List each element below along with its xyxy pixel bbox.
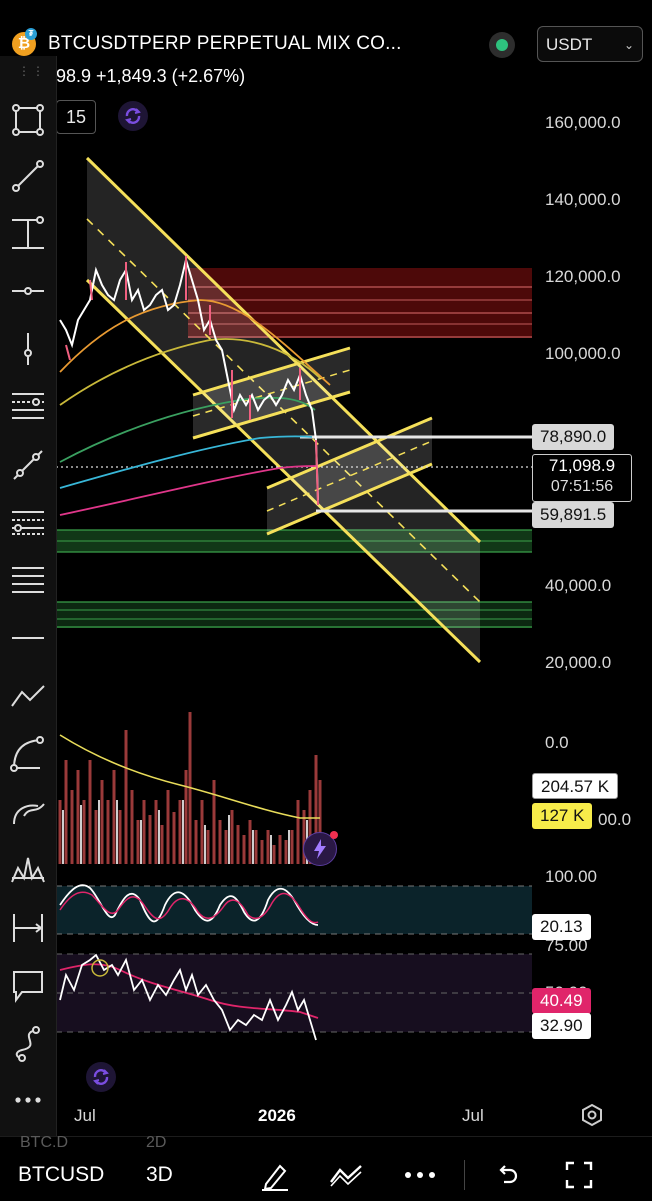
symbol-title[interactable]: BTCUSDTPERP PERPETUAL MIX CO... [48, 33, 402, 54]
y-tick-label: 160,000.0 [545, 113, 621, 132]
price-change-readout: 98.9 +1,849.3 (+2.67%) [56, 66, 246, 86]
rsi-pane [56, 953, 532, 1041]
volume-axis-label: 0.0 [545, 733, 569, 752]
vertical-line-icon[interactable] [8, 329, 48, 369]
divider [464, 1160, 465, 1190]
volume-bars [58, 712, 322, 864]
x-tick-label: 2026 [258, 1106, 296, 1125]
stoch-value-tag: 20.13 [532, 914, 591, 940]
trendline-icon[interactable] [8, 156, 48, 196]
gann-fan-icon[interactable] [8, 560, 48, 600]
draw-icon[interactable] [258, 1158, 292, 1192]
head-shoulders-icon[interactable] [8, 850, 48, 890]
horizontal-line-icon[interactable] [8, 618, 48, 658]
btc-coin-icon: ₿ ₮ [12, 28, 37, 56]
market-status-icon[interactable] [489, 32, 515, 58]
x-tick-label: Jul [462, 1106, 484, 1125]
lower-channel[interactable] [266, 416, 433, 536]
volume-value-tag: 204.57 K [532, 773, 619, 799]
drawing-toolbar: ⋮⋮ [0, 56, 57, 1136]
last-price-value: 71,098.9 [548, 456, 616, 475]
moving-averages [59, 299, 331, 516]
alert-bolt-icon[interactable] [303, 831, 338, 866]
currency-value: USDT [546, 35, 593, 54]
y-tick-label: 100,000.0 [545, 344, 621, 363]
brush-icon[interactable] [8, 1024, 48, 1064]
bottom-bar [0, 1136, 652, 1201]
y-tick-label: 140,000.0 [545, 190, 621, 209]
date-range-icon[interactable] [8, 908, 48, 948]
volume-ma-tag: 127 K [532, 803, 593, 829]
interval-badge[interactable]: 15 [56, 100, 96, 134]
bar-countdown: 07:51:56 [550, 478, 614, 495]
rsi-ma-value-tag: 40.49 [532, 988, 591, 1014]
support-zone [56, 529, 532, 628]
y-tick-label: 20,000.0 [545, 653, 612, 672]
x-tick-label: Jul [74, 1106, 96, 1125]
settings-icon[interactable] [580, 1103, 604, 1127]
path-icon[interactable] [8, 676, 48, 716]
currency-select[interactable]: USDT ⌄ [537, 26, 643, 62]
fib-channel-icon[interactable] [8, 386, 48, 426]
timeframe-button[interactable]: 3D [146, 1163, 173, 1186]
chart-canvas[interactable] [56, 90, 532, 1130]
rsi-axis-label: 75.00 [545, 936, 588, 955]
regression-icon[interactable] [8, 445, 48, 485]
chevron-down-icon: ⌄ [623, 38, 634, 52]
pitchfork-icon[interactable] [8, 502, 48, 542]
undo-icon[interactable] [494, 1162, 520, 1188]
resistance-price-tag[interactable]: 78,890.0 [532, 424, 615, 450]
arc-icon[interactable] [8, 734, 48, 774]
rsi-value-tag: 32.90 [532, 1013, 591, 1039]
ghost-timeframe: 2D [146, 1134, 167, 1151]
more-icon[interactable] [402, 1165, 438, 1185]
stoch-axis-label: 100.00 [545, 867, 597, 886]
volume-axis-label: 00.0 [598, 810, 632, 829]
drag-handle-icon[interactable]: ⋮⋮ [18, 64, 46, 78]
y-tick-label: 120,000.0 [545, 267, 621, 286]
sync-icon[interactable] [86, 1062, 116, 1092]
more-icon[interactable] [8, 1080, 48, 1120]
rectangle-icon[interactable] [8, 100, 48, 140]
price-candles [59, 256, 319, 506]
indicators-icon[interactable] [328, 1160, 364, 1190]
ghost-symbol: BTC.D [20, 1134, 68, 1151]
curve-icon[interactable] [8, 792, 48, 832]
fullscreen-icon[interactable] [564, 1160, 594, 1190]
support-price-tag[interactable]: 59,891.5 [532, 502, 615, 528]
last-price-tag[interactable]: 71,098.9 07:51:56 [532, 454, 632, 502]
callout-icon[interactable] [8, 966, 48, 1006]
sync-icon[interactable] [118, 101, 148, 131]
horizontal-ray-icon[interactable] [8, 271, 48, 311]
symbol-button[interactable]: BTCUSD [18, 1163, 105, 1186]
y-tick-label: 40,000.0 [545, 576, 612, 595]
vertical-range-icon[interactable] [8, 214, 48, 254]
stoch-pane [56, 884, 532, 935]
